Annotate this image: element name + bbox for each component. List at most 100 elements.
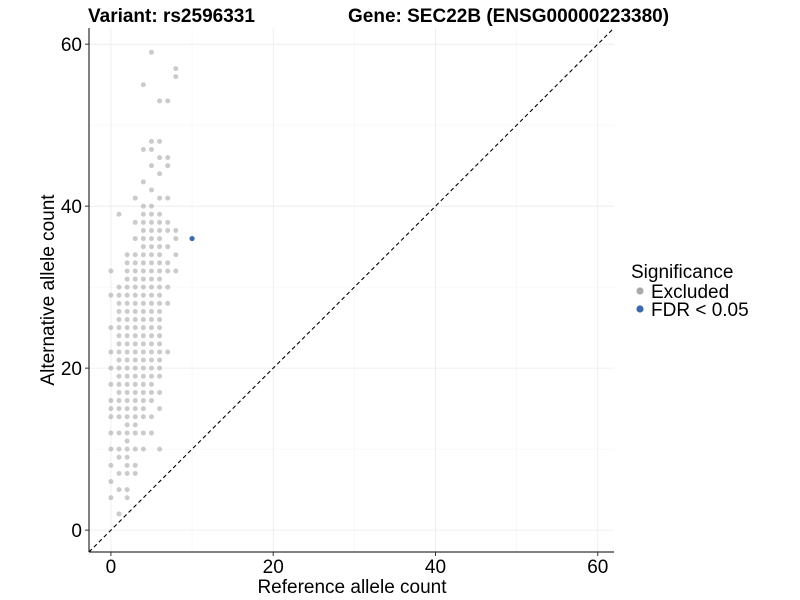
point-excluded <box>108 446 114 452</box>
point-excluded <box>148 163 154 169</box>
point-excluded <box>124 462 130 468</box>
point-excluded <box>157 317 163 323</box>
point-excluded <box>148 292 154 298</box>
point-excluded <box>124 341 130 347</box>
point-excluded <box>140 381 146 387</box>
point-excluded <box>157 365 163 371</box>
point-excluded <box>124 398 130 404</box>
point-excluded <box>157 325 163 331</box>
point-excluded <box>157 373 163 379</box>
point-excluded <box>116 308 122 314</box>
point-excluded <box>140 82 146 88</box>
point-excluded <box>108 406 114 412</box>
point-excluded <box>157 260 163 266</box>
point-excluded <box>132 406 138 412</box>
point-excluded <box>148 227 154 233</box>
point-excluded <box>140 292 146 298</box>
point-excluded <box>108 495 114 501</box>
point-excluded <box>132 268 138 274</box>
point-excluded <box>116 487 122 493</box>
point-excluded <box>116 381 122 387</box>
point-excluded <box>124 300 130 306</box>
point-excluded <box>132 325 138 331</box>
point-excluded <box>140 268 146 274</box>
point-excluded <box>124 373 130 379</box>
point-excluded <box>165 195 171 201</box>
point-excluded <box>157 341 163 347</box>
y-tick-label: 40 <box>61 197 82 218</box>
point-excluded <box>165 284 171 290</box>
point-excluded <box>124 438 130 444</box>
point-excluded <box>157 389 163 395</box>
point-excluded <box>132 260 138 266</box>
point-excluded <box>157 211 163 217</box>
point-excluded <box>116 325 122 331</box>
point-excluded <box>132 341 138 347</box>
point-excluded <box>116 292 122 298</box>
point-excluded <box>108 414 114 420</box>
x-tick-label: 40 <box>425 557 446 578</box>
point-excluded <box>132 219 138 225</box>
point-excluded <box>140 179 146 185</box>
axes: 0 20 40 60 0 20 40 60 <box>61 28 614 578</box>
point-excluded <box>140 349 146 355</box>
point-excluded <box>132 373 138 379</box>
point-excluded <box>148 333 154 339</box>
point-excluded <box>148 219 154 225</box>
point-excluded <box>116 284 122 290</box>
x-tick-label: 60 <box>587 557 608 578</box>
point-excluded <box>140 357 146 363</box>
point-excluded <box>124 252 130 258</box>
point-excluded <box>157 244 163 250</box>
point-excluded <box>132 446 138 452</box>
chart-title-variant: Variant: rs2596331 <box>88 6 255 27</box>
point-excluded <box>148 244 154 250</box>
point-excluded <box>108 381 114 387</box>
point-excluded <box>148 300 154 306</box>
point-excluded <box>157 195 163 201</box>
point-excluded <box>173 252 179 258</box>
point-excluded <box>140 203 146 209</box>
grid <box>89 28 614 552</box>
point-excluded <box>124 357 130 363</box>
point-excluded <box>140 244 146 250</box>
point-excluded <box>124 325 130 331</box>
point-excluded <box>116 300 122 306</box>
point-excluded <box>140 211 146 217</box>
point-excluded <box>148 365 154 371</box>
point-excluded <box>116 365 122 371</box>
point-excluded <box>116 341 122 347</box>
point-excluded <box>132 365 138 371</box>
point-excluded <box>116 373 122 379</box>
legend-title: Significance <box>631 262 733 283</box>
point-excluded <box>108 479 114 485</box>
point-excluded <box>148 187 154 193</box>
point-excluded <box>124 406 130 412</box>
point-excluded <box>157 357 163 363</box>
legend-label-excluded: Excluded <box>651 282 729 303</box>
point-excluded <box>124 487 130 493</box>
point-excluded <box>124 495 130 501</box>
point-excluded <box>108 398 114 404</box>
point-excluded <box>132 349 138 355</box>
legend-key-excluded <box>636 287 644 295</box>
point-excluded <box>116 430 122 436</box>
point-excluded <box>165 260 171 266</box>
point-excluded <box>140 414 146 420</box>
point-excluded <box>165 98 171 104</box>
point-excluded <box>165 227 171 233</box>
point-excluded <box>157 446 163 452</box>
point-excluded <box>140 227 146 233</box>
identity-line <box>88 27 615 553</box>
point-excluded <box>132 284 138 290</box>
point-excluded <box>124 389 130 395</box>
point-excluded <box>148 389 154 395</box>
point-excluded <box>157 300 163 306</box>
point-excluded <box>148 357 154 363</box>
point-excluded <box>108 292 114 298</box>
data-points <box>108 49 195 517</box>
point-excluded <box>140 398 146 404</box>
point-excluded <box>148 381 154 387</box>
legend-label-fdr: FDR < 0.05 <box>651 300 749 321</box>
point-excluded <box>140 341 146 347</box>
